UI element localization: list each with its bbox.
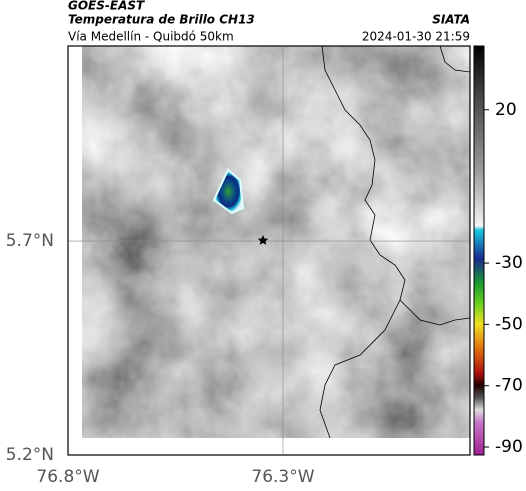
brightness-image — [82, 46, 470, 438]
timestamp: 2024-01-30 21:59 — [362, 30, 470, 44]
y-tick-label: 5.7°N — [6, 231, 54, 251]
boundary — [439, 46, 470, 73]
organization: SIATA — [432, 13, 470, 27]
cold-cloud — [212, 168, 245, 215]
y-tick-label: 5.2°N — [6, 445, 54, 465]
x-tick-label: 76.3°W — [251, 467, 314, 487]
source: GOES-EAST — [68, 0, 145, 13]
colorbar-tick-label: -90 — [495, 437, 523, 457]
colorbar — [473, 45, 485, 456]
imagery — [82, 46, 470, 439]
ticks: 76.8°W 76.3°W 5.2°N 5.7°N 20 -30 -50 -70 -90 — [6, 100, 523, 487]
location-marker — [257, 235, 269, 245]
colorbar-tick-label: -50 — [495, 314, 523, 334]
colorbar-tick-label: -30 — [495, 253, 523, 273]
region: Vía Medellín - Quibdó 50km — [68, 30, 234, 44]
boundary — [321, 46, 470, 326]
x-tick-label: 76.8°W — [36, 467, 99, 487]
colorbar-tick-label: -70 — [495, 376, 523, 396]
colorbar-tick-label: 20 — [495, 100, 517, 120]
boundary — [319, 299, 401, 439]
product: Temperatura de Brillo CH13 — [68, 13, 255, 27]
plot-frame — [67, 45, 471, 456]
